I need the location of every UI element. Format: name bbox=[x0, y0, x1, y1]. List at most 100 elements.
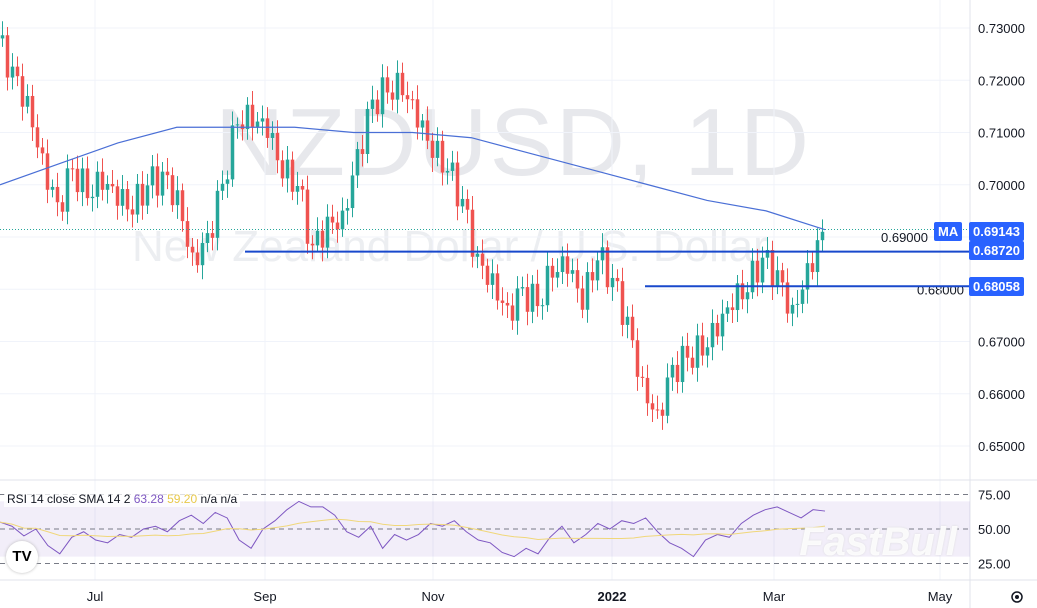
x-tick-label: 2022 bbox=[598, 589, 627, 604]
candle bbox=[235, 117, 240, 139]
candle bbox=[450, 150, 455, 181]
rsi-na-1: n/a bbox=[200, 492, 218, 506]
rsi-tick-label: 75.00 bbox=[978, 488, 1011, 503]
candle bbox=[210, 220, 215, 251]
candle bbox=[565, 243, 570, 287]
candle bbox=[105, 175, 110, 204]
candle bbox=[315, 217, 320, 253]
candle bbox=[400, 62, 405, 102]
candle bbox=[555, 258, 560, 288]
ma-label-tag: MA bbox=[934, 222, 963, 241]
candle bbox=[610, 263, 615, 301]
candle bbox=[665, 363, 670, 424]
candle bbox=[505, 292, 510, 318]
candle bbox=[410, 90, 415, 110]
rsi-na-2: n/a bbox=[220, 492, 238, 506]
candle bbox=[510, 293, 515, 330]
candle bbox=[765, 236, 770, 270]
candle bbox=[620, 267, 625, 337]
candle bbox=[645, 364, 650, 416]
candle bbox=[25, 84, 30, 114]
moving-average-line bbox=[0, 126, 826, 231]
candle bbox=[245, 97, 250, 140]
candle bbox=[670, 357, 675, 391]
candle bbox=[230, 111, 235, 187]
candle bbox=[385, 66, 390, 104]
candle bbox=[465, 189, 470, 224]
candle bbox=[735, 274, 740, 322]
candle bbox=[355, 141, 360, 188]
candle bbox=[55, 172, 60, 217]
x-tick-label: May bbox=[928, 589, 953, 604]
candle bbox=[110, 169, 115, 194]
candle bbox=[600, 233, 605, 275]
candle bbox=[540, 298, 545, 320]
candle bbox=[575, 258, 580, 303]
candle bbox=[470, 195, 475, 268]
candle bbox=[5, 26, 10, 91]
candle bbox=[655, 395, 660, 419]
candle bbox=[200, 232, 205, 280]
candle bbox=[275, 120, 280, 174]
candle bbox=[640, 366, 645, 388]
candle bbox=[165, 157, 170, 190]
candle bbox=[60, 195, 65, 221]
candle bbox=[325, 204, 330, 259]
tradingview-logo[interactable]: TV bbox=[6, 541, 38, 573]
candle bbox=[205, 220, 210, 253]
candle bbox=[225, 170, 230, 198]
candle bbox=[650, 394, 655, 422]
candle bbox=[545, 251, 550, 312]
rsi-sma-value: 59.20 bbox=[167, 492, 198, 506]
candle bbox=[360, 134, 365, 167]
candle bbox=[455, 151, 460, 221]
candle bbox=[525, 273, 530, 326]
candle bbox=[390, 80, 395, 111]
candle bbox=[10, 53, 15, 90]
x-tick-label: Jul bbox=[87, 589, 104, 604]
candle bbox=[345, 198, 350, 225]
candle bbox=[35, 114, 40, 159]
candle bbox=[625, 306, 630, 339]
candle bbox=[770, 240, 775, 300]
y-tick-label: 0.72000 bbox=[978, 73, 1025, 88]
candle bbox=[635, 328, 640, 391]
candle bbox=[730, 293, 735, 324]
y-tick-label: 0.71000 bbox=[978, 126, 1025, 141]
candle bbox=[700, 322, 705, 366]
candle bbox=[815, 228, 820, 286]
candle bbox=[430, 132, 435, 173]
candle bbox=[685, 332, 690, 372]
candle bbox=[255, 111, 260, 134]
candle bbox=[115, 179, 120, 220]
candle bbox=[130, 195, 135, 228]
y-tick-label: 0.73000 bbox=[978, 21, 1025, 36]
candle bbox=[280, 150, 285, 187]
candle bbox=[135, 174, 140, 223]
candle bbox=[495, 264, 500, 310]
candle bbox=[445, 158, 450, 185]
candle bbox=[160, 161, 165, 206]
candle bbox=[250, 91, 255, 141]
candle bbox=[750, 248, 755, 299]
rsi-sma-line bbox=[0, 518, 826, 541]
level-tag-1: 0.68720 bbox=[969, 241, 1024, 260]
y-tick-label: 0.69000 bbox=[881, 230, 928, 245]
candle bbox=[500, 287, 505, 316]
candle bbox=[300, 179, 305, 202]
candle bbox=[435, 127, 440, 167]
candle bbox=[215, 180, 220, 251]
candle bbox=[220, 170, 225, 201]
candle bbox=[725, 300, 730, 323]
candle bbox=[270, 121, 275, 150]
candle bbox=[70, 159, 75, 182]
candle bbox=[515, 276, 520, 335]
candle bbox=[810, 252, 815, 280]
y-tick-label: 0.65000 bbox=[978, 439, 1025, 454]
rsi-line bbox=[0, 500, 826, 558]
candle bbox=[190, 238, 195, 266]
candle bbox=[100, 158, 105, 201]
candle bbox=[520, 276, 525, 296]
candle bbox=[260, 105, 265, 136]
